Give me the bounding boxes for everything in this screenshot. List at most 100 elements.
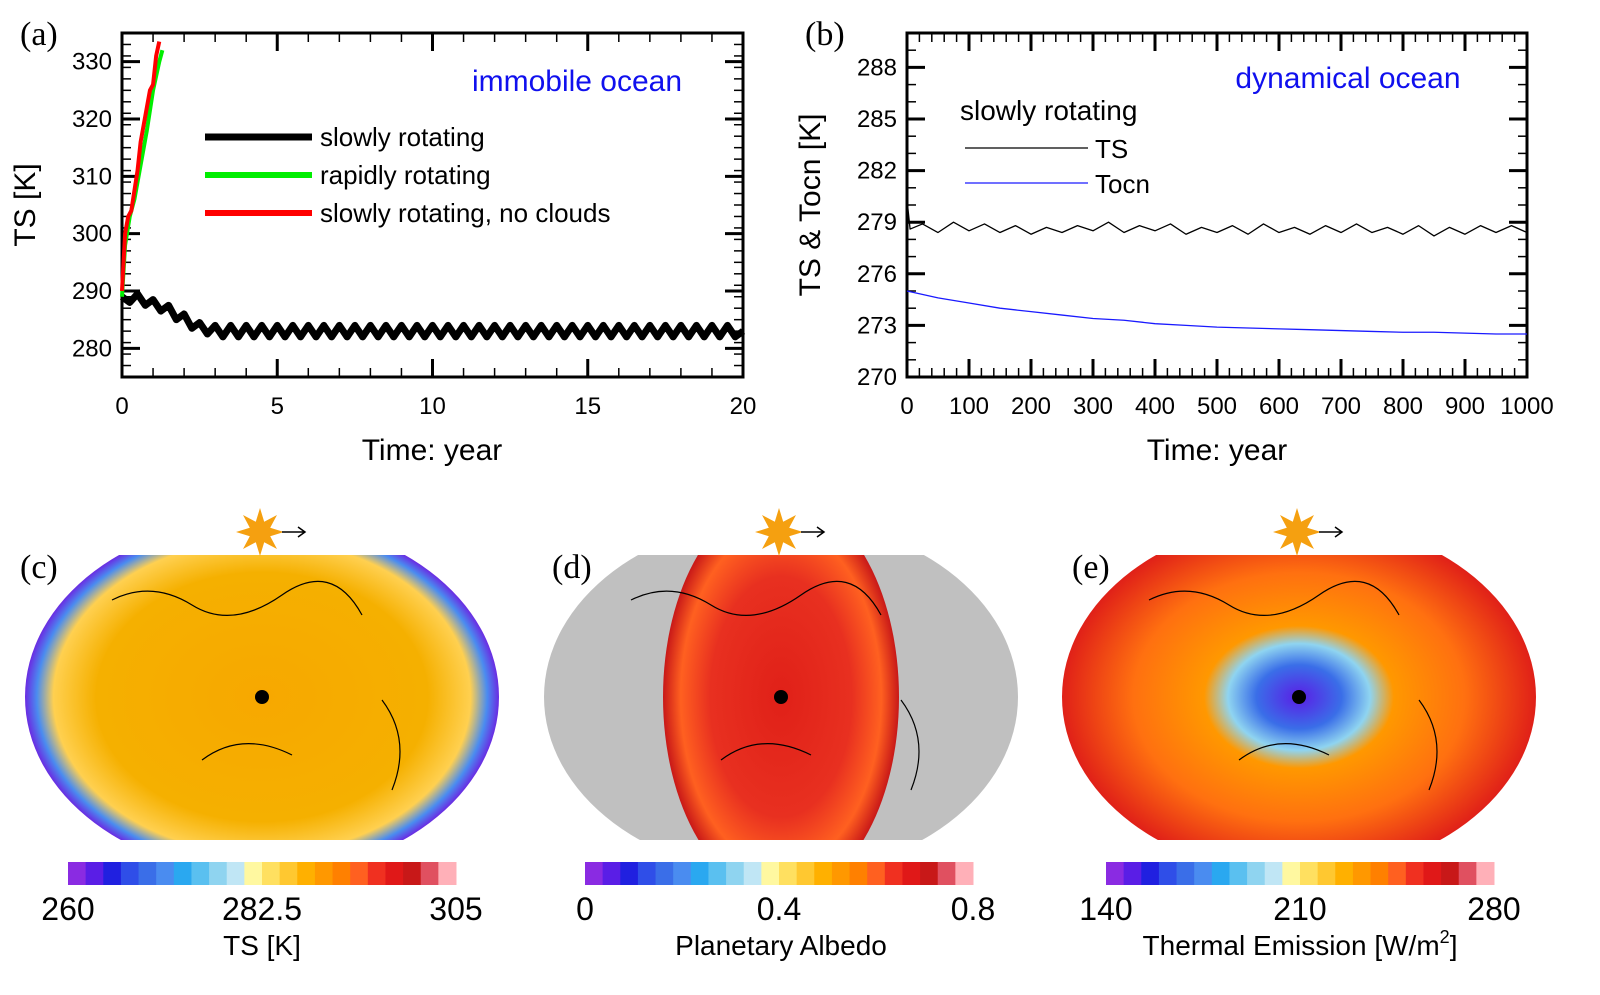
series-line-rapidly-rotating bbox=[120, 49, 165, 297]
colorbar-swatch bbox=[332, 862, 351, 885]
colorbar-swatch bbox=[673, 862, 692, 885]
colorbar-swatch bbox=[385, 862, 404, 885]
colorbar-swatch bbox=[297, 862, 316, 885]
y-tick-label: 300 bbox=[72, 221, 112, 248]
panel-label-b: (b) bbox=[805, 16, 845, 53]
colorbar-swatch bbox=[1194, 862, 1213, 885]
colorbar-swatch bbox=[1106, 862, 1125, 885]
x-tick-label: 10 bbox=[419, 393, 446, 420]
sun-icon bbox=[755, 508, 803, 556]
colorbar-tick-label: 305 bbox=[429, 891, 482, 927]
y-tick-label: 280 bbox=[72, 335, 112, 362]
legend-a-1: rapidly rotating bbox=[320, 160, 491, 190]
colorbar-swatch bbox=[1211, 862, 1230, 885]
series-line-slowly-rotating-no-clouds bbox=[120, 41, 162, 292]
y-tick-label: 279 bbox=[857, 209, 897, 236]
legend-a-0: slowly rotating bbox=[320, 122, 485, 152]
coastline bbox=[1148, 580, 1438, 791]
x-tick-label: 800 bbox=[1383, 393, 1423, 420]
colorbar-swatch bbox=[831, 862, 851, 885]
colorbar-swatch bbox=[350, 862, 369, 885]
y-tick-label: 270 bbox=[857, 364, 897, 391]
colorbar-swatch bbox=[1352, 862, 1372, 885]
colorbar-swatch bbox=[690, 862, 709, 885]
x-tick-label: 300 bbox=[1073, 393, 1113, 420]
colorbar-swatch bbox=[655, 862, 674, 885]
x-tick-label: 1000 bbox=[1500, 393, 1553, 420]
colorbar-swatch bbox=[279, 862, 298, 885]
colorbar-swatch bbox=[884, 862, 903, 885]
x-tick-label: 0 bbox=[115, 393, 128, 420]
y-tick-label: 282 bbox=[857, 158, 897, 185]
rotation-arrow-icon bbox=[282, 526, 307, 538]
xlabel-b: Time: year bbox=[1147, 434, 1288, 467]
colorbar-swatch bbox=[637, 862, 657, 885]
colorbar-tick-label: 140 bbox=[1079, 891, 1132, 927]
colorbar-swatch bbox=[173, 862, 192, 885]
colorbar-swatch bbox=[262, 862, 281, 885]
colorbar-swatch bbox=[708, 862, 727, 885]
colorbar-label-d: Planetary Albedo bbox=[675, 930, 887, 961]
colorbar-swatch bbox=[209, 862, 228, 885]
colorbar-label-e-main: Thermal Emission [W/m bbox=[1143, 930, 1440, 961]
x-tick-label: 20 bbox=[730, 393, 757, 420]
x-tick-label: 900 bbox=[1445, 393, 1485, 420]
colorbar-swatch bbox=[743, 862, 762, 885]
y-tick-label: 288 bbox=[857, 54, 897, 81]
colorbar-swatch bbox=[438, 862, 457, 885]
colorbar-tick-label: 282.5 bbox=[222, 891, 302, 927]
colorbar-swatch bbox=[1123, 862, 1142, 885]
colorbar-swatch bbox=[726, 862, 745, 885]
rotation-arrow-icon bbox=[1319, 526, 1344, 538]
colorbar-label-c: TS [K] bbox=[223, 930, 301, 961]
ylabel-b: TS & Tocn [K] bbox=[794, 114, 827, 297]
colorbar-swatch bbox=[1282, 862, 1301, 885]
colorbar-tick-label: 0 bbox=[576, 891, 594, 927]
colorbar-swatch bbox=[367, 862, 386, 885]
colorbar-swatch bbox=[244, 862, 263, 885]
colorbar-swatch bbox=[849, 862, 868, 885]
colorbar-tick-label: 260 bbox=[41, 891, 94, 927]
x-tick-label: 15 bbox=[574, 393, 601, 420]
colorbar-swatch bbox=[1176, 862, 1195, 885]
colorbar-swatch bbox=[1141, 862, 1160, 885]
legend-b-1: Tocn bbox=[1095, 169, 1150, 199]
x-tick-label: 200 bbox=[1011, 393, 1051, 420]
colorbar-swatch bbox=[120, 862, 140, 885]
colorbar-swatch bbox=[1158, 862, 1178, 885]
panel-label-c: (c) bbox=[20, 549, 58, 586]
substellar-point-icon bbox=[255, 690, 269, 704]
panel-label-a: (a) bbox=[20, 16, 58, 53]
x-tick-label: 5 bbox=[271, 393, 284, 420]
panel-label-d: (d) bbox=[552, 549, 592, 586]
x-tick-label: 700 bbox=[1321, 393, 1361, 420]
colorbar-tick-label: 0.4 bbox=[757, 891, 801, 927]
series-line-slowly-rotating bbox=[119, 290, 746, 341]
rotation-arrow-icon bbox=[801, 526, 826, 538]
colorbar-swatch bbox=[1476, 862, 1495, 885]
y-tick-label: 320 bbox=[72, 106, 112, 133]
y-tick-label: 330 bbox=[72, 49, 112, 76]
colorbar-swatch bbox=[761, 862, 780, 885]
colorbar-label-e: Thermal Emission [W/m2] bbox=[1143, 927, 1458, 961]
colorbar-swatch bbox=[420, 862, 439, 885]
chart-marks: 0 5 10 15 20 280 290 300 310 320 330 0 100 200 300 400 5… bbox=[25, 31, 1554, 927]
y-tick-label: 276 bbox=[857, 261, 897, 288]
colorbar-swatch bbox=[1388, 862, 1407, 885]
series-line-ts bbox=[906, 199, 1528, 237]
y-tick-label: 285 bbox=[857, 106, 897, 133]
y-tick-label: 290 bbox=[72, 278, 112, 305]
x-tick-label: 500 bbox=[1197, 393, 1237, 420]
colorbar-tick-label: 210 bbox=[1273, 891, 1326, 927]
colorbar-swatch bbox=[955, 862, 974, 885]
colorbar-swatch bbox=[1423, 862, 1442, 885]
panel-label-e: (e) bbox=[1072, 549, 1110, 586]
substellar-point-icon bbox=[774, 690, 788, 704]
colorbar-swatch bbox=[1300, 862, 1319, 885]
colorbar-swatch bbox=[156, 862, 175, 885]
colorbar-swatch bbox=[1247, 862, 1266, 885]
series-line-tocn bbox=[906, 290, 1527, 335]
colorbar-label-e-end: ] bbox=[1450, 930, 1458, 961]
